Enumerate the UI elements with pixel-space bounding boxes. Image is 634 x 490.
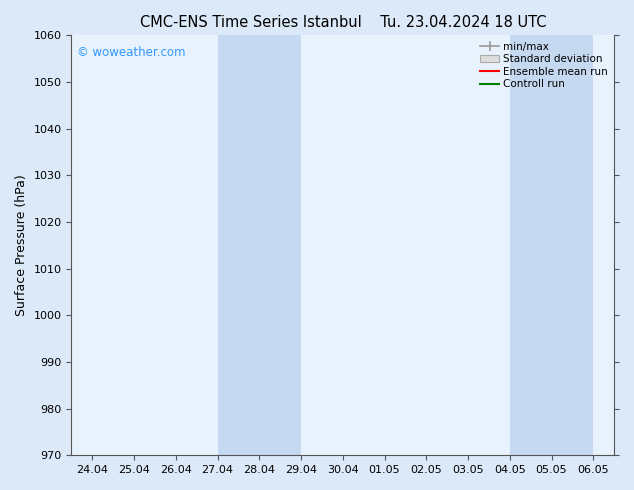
Title: CMC-ENS Time Series Istanbul    Tu. 23.04.2024 18 UTC: CMC-ENS Time Series Istanbul Tu. 23.04.2… (139, 15, 546, 30)
Text: © woweather.com: © woweather.com (77, 46, 185, 59)
Bar (510, 35, 593, 455)
Y-axis label: Surface Pressure (hPa): Surface Pressure (hPa) (15, 174, 28, 316)
Legend: min/max, Standard deviation, Ensemble mean run, Controll run: min/max, Standard deviation, Ensemble me… (477, 38, 611, 93)
Bar (217, 35, 301, 455)
